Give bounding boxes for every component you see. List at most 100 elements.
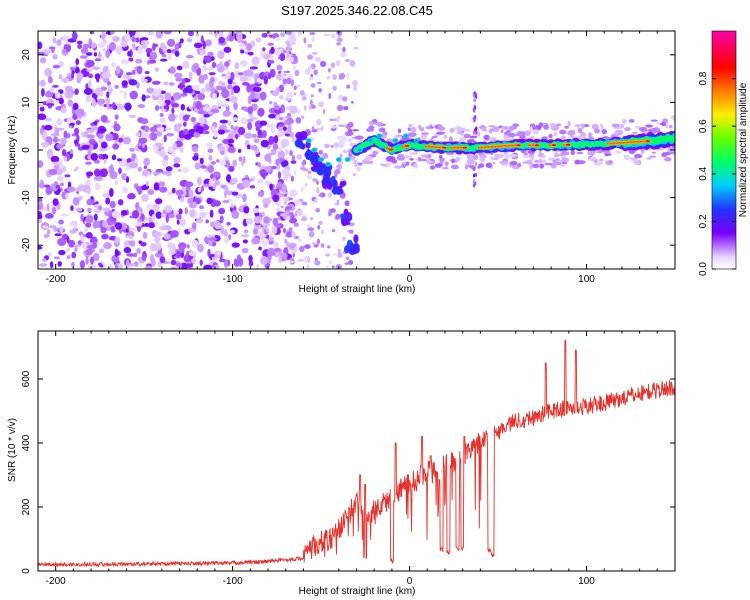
- spectrogram-halo-blob: [553, 131, 558, 137]
- spectrogram-noise-blob: [139, 263, 143, 267]
- spectrogram-noise-blob: [225, 71, 231, 80]
- spectrogram-halo-blob: [478, 125, 487, 130]
- spectrogram-noise-blob: [38, 51, 45, 55]
- spectrogram-noise-blob: [85, 222, 92, 228]
- spectrogram-noise-blob: [143, 220, 147, 225]
- spectrogram-halo-blob: [499, 160, 508, 164]
- spectrogram-noise-blob: [155, 142, 163, 147]
- spectrogram-noise-blob: [222, 199, 230, 204]
- spectrogram-noise-blob: [115, 45, 123, 55]
- spectrogram-noise-blob: [268, 113, 277, 119]
- spectrogram-noise-blob: [38, 160, 44, 168]
- spectrogram-noise-blob: [254, 73, 260, 80]
- spectrogram-noise-blob: [230, 71, 235, 81]
- spectrogram-noise-blob: [300, 217, 308, 222]
- spectrogram-noise-blob: [114, 114, 119, 120]
- spectrogram-noise-blob: [291, 155, 295, 161]
- spectrogram-noise-blob: [122, 136, 131, 145]
- spectrogram-noise-blob: [326, 75, 330, 80]
- spectrogram-tone-core: [442, 146, 447, 149]
- spectrogram-noise-blob: [112, 143, 120, 150]
- spectrogram-noise-blob: [85, 161, 92, 165]
- spectrogram-halo-blob: [619, 123, 625, 129]
- spectrogram-noise-blob: [347, 121, 354, 128]
- spectrogram-streak-blob: [472, 130, 476, 135]
- spectrogram-noise-blob: [275, 224, 281, 228]
- spectrogram-noise-blob: [310, 217, 314, 221]
- spectrogram-noise-blob: [289, 189, 298, 197]
- spectrogram-noise-blob: [176, 250, 181, 259]
- spectrogram-noise-blob: [59, 182, 65, 187]
- spectrogram-noise-blob: [237, 148, 242, 153]
- spectrogram-halo-blob: [614, 129, 623, 136]
- spectrogram-noise-blob: [111, 254, 120, 263]
- spectrogram-noise-blob: [64, 90, 74, 99]
- spectrogram-halo-blob: [426, 153, 432, 159]
- spectrogram-noise-blob: [242, 239, 248, 244]
- spectrogram-halo-blob: [566, 130, 576, 136]
- spectrogram-noise-blob: [50, 155, 60, 163]
- spectrogram-noise-blob: [293, 85, 297, 91]
- spectrogram-halo-blob: [554, 152, 559, 155]
- spectrogram-streak-blob: [474, 115, 477, 120]
- spectrogram-noise-blob: [311, 51, 318, 55]
- spectrogram-noise-blob: [308, 104, 312, 111]
- spectrogram-noise-blob: [75, 58, 80, 65]
- spectrogram-noise-blob: [106, 91, 110, 99]
- spectrogram-noise-blob: [192, 155, 199, 161]
- spectrogram-noise-blob: [210, 56, 215, 61]
- spectrogram-halo-blob: [538, 150, 542, 156]
- spectrogram-noise-blob: [313, 69, 318, 76]
- spectrogram-noise-blob: [331, 33, 336, 39]
- spectrogram-halo-blob: [504, 126, 508, 130]
- spectrogram-noise-blob: [174, 43, 180, 51]
- spectrogram-noise-blob: [85, 248, 94, 256]
- spectrogram-noise-blob: [297, 238, 303, 243]
- spectrogram-noise-blob: [73, 223, 77, 230]
- spectrogram-noise-blob: [327, 245, 331, 249]
- spectrogram-halo-blob: [559, 129, 567, 135]
- spectrogram-noise-blob: [100, 226, 107, 234]
- spectrogram-halo-blob: [517, 162, 522, 168]
- spectrogram-halo-blob: [372, 150, 379, 156]
- spectrogram-noise-blob: [131, 69, 136, 75]
- spectrogram-halo-blob: [580, 123, 585, 130]
- spectrogram-noise-blob: [205, 83, 211, 92]
- spectrogram-noise-blob: [159, 256, 166, 264]
- spectrogram-noise-blob: [274, 247, 281, 252]
- spectrogram-noise-blob: [74, 88, 79, 96]
- spectrogram-noise-blob: [209, 86, 216, 93]
- spectrogram-tone-blob: [404, 134, 408, 138]
- spectrogram-noise-blob: [128, 227, 137, 231]
- spectrogram-noise-blob: [307, 170, 312, 174]
- spectrogram-noise-blob: [114, 84, 119, 89]
- spectrogram-noise-blob: [98, 248, 105, 254]
- colorbar-gradient: [712, 31, 736, 269]
- spectrogram-halo-blob: [507, 132, 516, 138]
- spectrogram-noise-blob: [88, 138, 96, 145]
- spectrogram-noise-blob: [282, 78, 288, 84]
- spectrogram-noise-blob: [335, 60, 341, 65]
- spectrogram-noise-blob: [38, 41, 42, 50]
- spectrogram-noise-blob: [268, 100, 273, 105]
- spectrogram-noise-blob: [176, 65, 183, 71]
- spectrogram-halo-blob: [522, 161, 529, 164]
- spectrogram-noise-blob: [239, 60, 249, 67]
- spectrogram-noise-blob: [92, 252, 100, 262]
- spectrogram-noise-blob: [273, 135, 279, 144]
- spectrogram-noise-blob: [200, 185, 205, 192]
- spectrogram-noise-blob: [289, 118, 294, 124]
- spectrogram-noise-blob: [164, 127, 172, 131]
- spectrogram-dispersive-blob: [352, 244, 360, 254]
- spectrogram-noise-blob: [99, 91, 104, 97]
- colorbar-tick-label: 0.4: [698, 166, 709, 180]
- spectrogram-halo-blob: [444, 162, 449, 165]
- spectrogram-noise-blob: [209, 209, 214, 218]
- spectrogram-noise-blob: [162, 159, 169, 167]
- spectrogram-noise-blob: [66, 41, 70, 45]
- spectrogram-noise-blob: [284, 148, 289, 155]
- spectrogram-noise-blob: [176, 138, 185, 142]
- spectrogram-noise-blob: [70, 205, 74, 212]
- colorbar-label: Normalized spectral amplitude: [738, 82, 749, 217]
- spectrogram-noise-blob: [123, 90, 127, 100]
